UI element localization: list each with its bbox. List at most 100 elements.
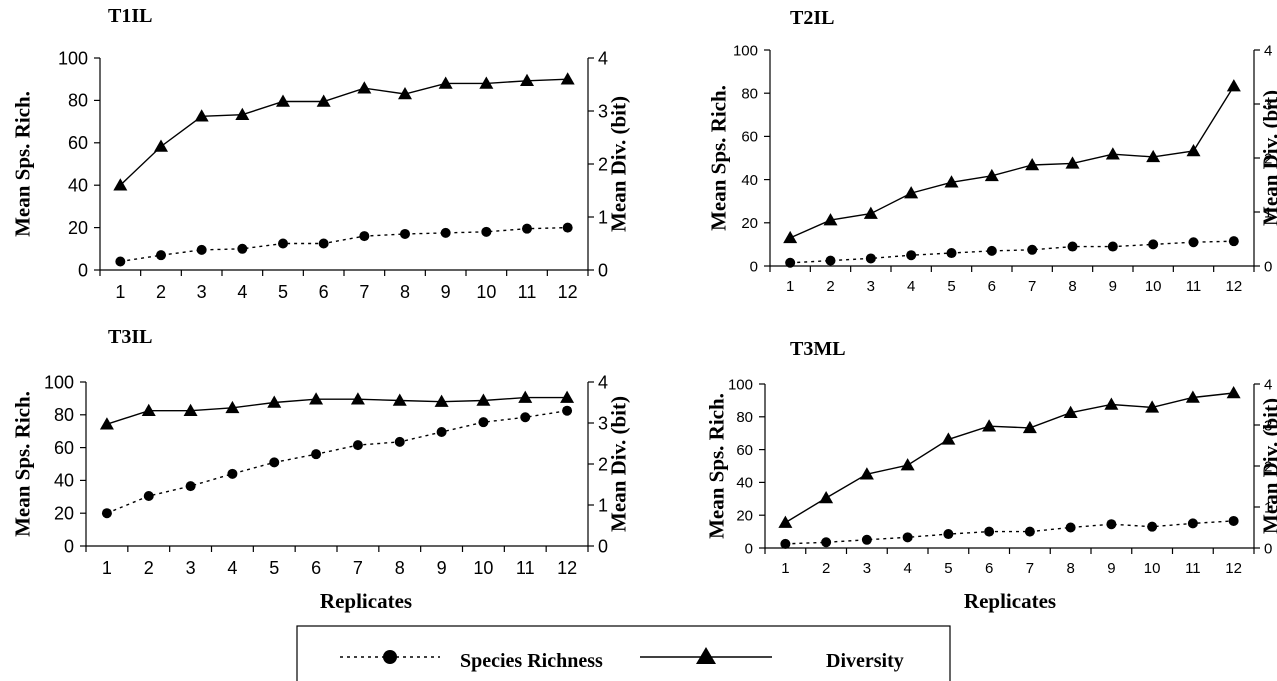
data-point-diversity [309, 392, 324, 405]
y-tick-label-right: 0 [598, 536, 608, 556]
data-point-diversity [1186, 143, 1201, 157]
x-tick-label: 3 [186, 558, 196, 578]
data-point-species-richness [946, 248, 957, 259]
data-point-diversity [1146, 149, 1161, 163]
x-tick-label: 4 [903, 560, 911, 577]
x-tick-label: 11 [1185, 560, 1201, 577]
legend-marker-circle [383, 650, 397, 664]
data-point-species-richness [143, 490, 154, 501]
x-tick-label: 9 [1109, 278, 1117, 295]
data-point-species-richness [906, 250, 917, 261]
data-point-diversity [225, 400, 240, 414]
chart-title: T3IL [108, 326, 152, 348]
y-tick-label-left: 0 [750, 258, 758, 275]
data-point-diversity [518, 390, 533, 403]
data-point-diversity [560, 390, 575, 403]
x-tick-label: 1 [102, 558, 112, 578]
data-point-species-richness [1148, 239, 1159, 250]
series-line-species-richness [790, 240, 1234, 264]
data-point-species-richness [780, 538, 791, 549]
x-tick-label: 11 [516, 558, 535, 578]
data-point-diversity [1226, 386, 1241, 399]
data-point-species-richness [562, 405, 573, 416]
x-tick-label: 5 [269, 558, 279, 578]
data-point-diversity [113, 178, 128, 191]
data-point-diversity [1104, 397, 1119, 410]
chart-title: T1IL [108, 5, 152, 27]
x-tick-label: 4 [227, 558, 237, 578]
data-point-species-richness [278, 238, 288, 249]
series-line-species-richness [106, 410, 568, 514]
y-tick-label-right: 2 [1264, 150, 1272, 167]
data-point-diversity [183, 403, 198, 416]
x-tick-label: 7 [353, 558, 363, 578]
data-point-species-richness [825, 255, 836, 266]
x-tick-label: 5 [278, 282, 288, 302]
x-tick-label: 10 [476, 282, 496, 302]
y-axis-label-right: Mean Div. (bit) [1258, 398, 1277, 534]
y-tick-label-left: 20 [736, 507, 753, 524]
x-tick-label: 2 [822, 560, 830, 577]
data-point-species-richness [481, 226, 492, 237]
data-point-species-richness [1027, 244, 1038, 255]
series-line-diversity [789, 85, 1235, 239]
data-point-diversity [476, 393, 491, 406]
data-point-species-richness [522, 223, 532, 234]
data-point-diversity [398, 87, 412, 100]
data-point-species-richness [1228, 515, 1239, 526]
y-tick-label-left: 100 [58, 48, 88, 68]
y-tick-label-left: 60 [741, 129, 758, 146]
data-point-species-richness [318, 238, 329, 249]
data-point-species-richness [311, 449, 322, 460]
x-tick-label: 9 [437, 558, 447, 578]
data-point-species-richness [1106, 519, 1117, 530]
data-point-species-richness [400, 228, 410, 239]
x-tick-label: 5 [947, 278, 955, 295]
y-axis-label-right: Mean Div. (bit) [606, 96, 630, 232]
x-tick-label: 10 [1144, 560, 1161, 577]
y-axis-label-right: Mean Div. (bit) [606, 396, 630, 532]
data-point-species-richness [1147, 521, 1158, 532]
data-point-species-richness [902, 532, 913, 543]
y-tick-label-right: 4 [598, 48, 608, 68]
data-point-species-richness [943, 529, 954, 540]
y-tick-label-left: 40 [736, 475, 753, 492]
data-point-species-richness [1188, 237, 1199, 248]
legend-marker-triangle [696, 647, 716, 664]
y-tick-label-right: 3 [598, 413, 608, 433]
x-tick-label: 10 [473, 558, 493, 578]
data-point-diversity [1025, 158, 1040, 171]
chart-title: T3ML [790, 338, 846, 360]
data-point-species-richness [1065, 522, 1076, 533]
y-tick-label-left: 0 [64, 536, 74, 556]
data-point-species-richness [1067, 241, 1078, 252]
y-axis-label-right: Mean Div. (bit) [1258, 90, 1277, 226]
legend-label-1: Species Richness [460, 650, 603, 672]
x-tick-label: 8 [395, 558, 405, 578]
data-point-diversity [479, 76, 494, 89]
data-point-species-richness [352, 440, 363, 451]
x-tick-label: 12 [557, 558, 577, 578]
data-point-diversity [316, 94, 331, 107]
series-line-species-richness [785, 520, 1234, 545]
y-axis-label-left: Mean Sps. Rich. [10, 391, 34, 537]
data-point-diversity [194, 109, 209, 122]
y-tick-label-right: 3 [1264, 96, 1272, 113]
x-tick-label: 7 [1026, 560, 1034, 577]
data-point-diversity [99, 417, 114, 430]
data-point-species-richness [1228, 236, 1239, 247]
data-point-diversity [900, 458, 915, 471]
data-point-diversity [1185, 390, 1200, 403]
series-line-species-richness [120, 226, 568, 263]
y-tick-label-left: 60 [736, 442, 753, 459]
y-tick-label-left: 20 [741, 215, 758, 232]
y-axis-label-left: Mean Sps. Rich. [704, 393, 728, 539]
data-point-species-richness [478, 417, 489, 428]
y-tick-label-right: 0 [1264, 258, 1272, 275]
data-point-species-richness [394, 436, 405, 447]
y-tick-label-left: 40 [68, 176, 88, 196]
